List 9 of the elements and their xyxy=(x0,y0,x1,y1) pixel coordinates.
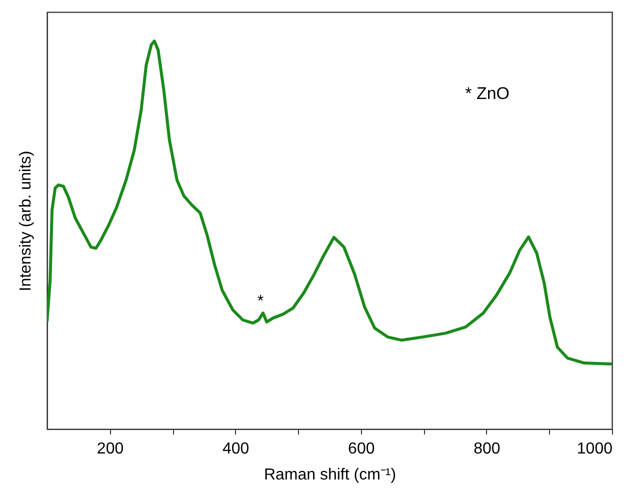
x-tick-label: 600 xyxy=(348,440,375,458)
x-axis-title: Raman shift (cm⁻¹) xyxy=(264,466,396,484)
y-axis-title: Intensity (arb. units) xyxy=(18,150,34,292)
annotation: * ZnO xyxy=(465,84,510,103)
x-tick-label: 200 xyxy=(96,440,124,458)
x-tick-label: 400 xyxy=(222,440,250,458)
x-tick-label: 800 xyxy=(474,440,500,458)
x-tick-label: 1000 xyxy=(576,440,613,458)
annotation: * xyxy=(257,293,264,310)
